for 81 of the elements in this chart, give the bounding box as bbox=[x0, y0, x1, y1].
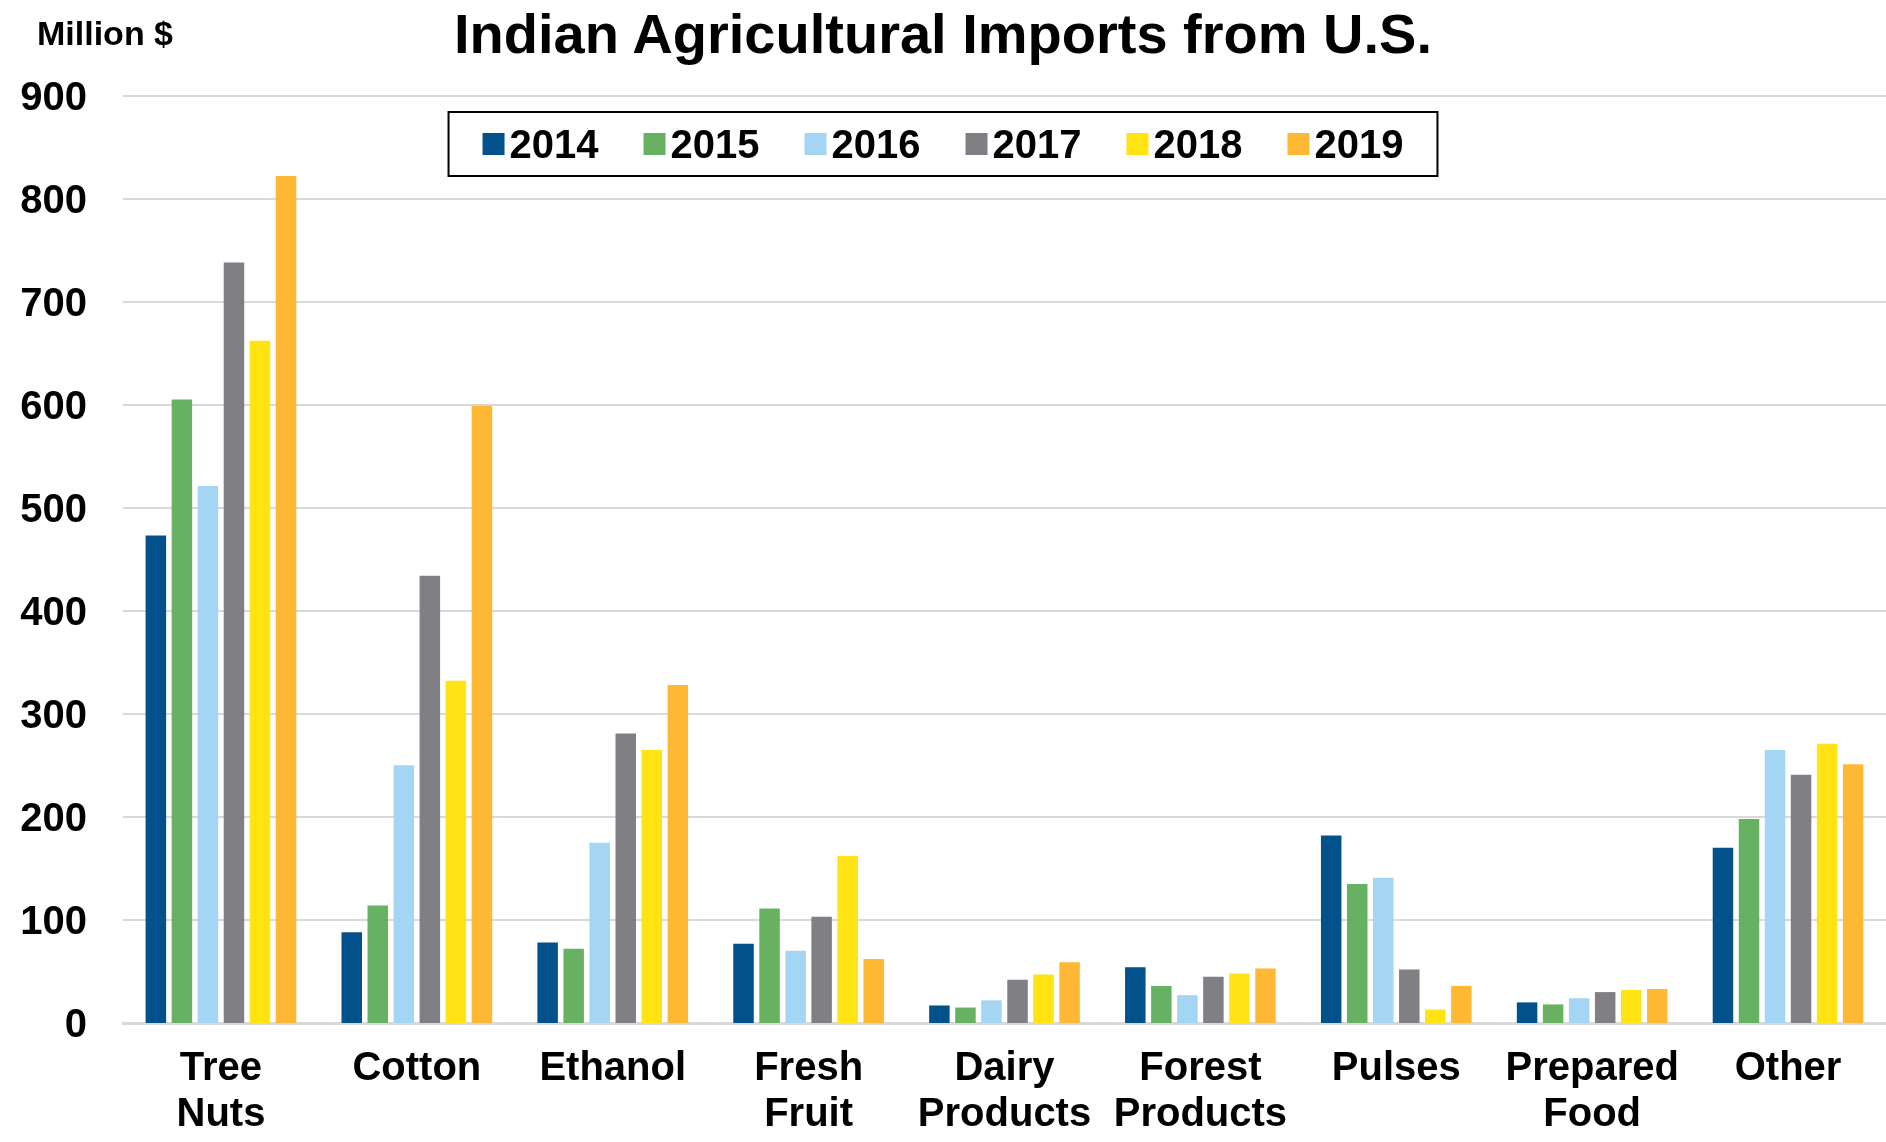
bar bbox=[1320, 835, 1342, 1023]
bar bbox=[1738, 818, 1760, 1023]
x-tick-label: Fresh Fruit bbox=[754, 1044, 864, 1134]
y-tick-label: 500 bbox=[20, 485, 87, 530]
bar bbox=[1125, 967, 1146, 1023]
bar bbox=[641, 749, 663, 1023]
bar bbox=[171, 399, 193, 1023]
y-tick-label: 700 bbox=[20, 279, 87, 324]
y-tick-label: 300 bbox=[20, 691, 87, 736]
bar bbox=[1712, 847, 1734, 1023]
bar bbox=[1764, 749, 1786, 1023]
bar bbox=[837, 856, 858, 1023]
bar bbox=[759, 908, 780, 1023]
bar bbox=[563, 948, 584, 1023]
x-tick-label: Cotton bbox=[352, 1044, 482, 1088]
bar bbox=[445, 680, 467, 1023]
y-tick-label: 400 bbox=[20, 588, 87, 633]
bar bbox=[785, 950, 806, 1023]
legend-label: 2015 bbox=[670, 122, 760, 166]
bar bbox=[145, 535, 167, 1023]
bar bbox=[1790, 774, 1812, 1023]
bar bbox=[1151, 985, 1172, 1023]
bar bbox=[393, 765, 415, 1023]
bar bbox=[1033, 974, 1054, 1023]
bar bbox=[863, 959, 884, 1023]
bar bbox=[1399, 969, 1420, 1023]
legend-label: 2018 bbox=[1153, 122, 1243, 166]
bar bbox=[367, 905, 389, 1023]
x-tick-label: Pulses bbox=[1331, 1044, 1461, 1088]
legend-label: 2019 bbox=[1314, 122, 1404, 166]
bar bbox=[667, 684, 689, 1023]
x-tick-label: Forest Products bbox=[1113, 1044, 1288, 1134]
bar bbox=[955, 1007, 976, 1023]
bar bbox=[981, 1000, 1002, 1023]
bar bbox=[1647, 988, 1668, 1023]
legend-label: 2016 bbox=[831, 122, 921, 166]
x-tick-label: Dairy Products bbox=[917, 1044, 1092, 1134]
x-tick-label: Other bbox=[1734, 1044, 1842, 1088]
bar bbox=[929, 1005, 950, 1023]
legend-label: 2014 bbox=[509, 122, 600, 166]
bar bbox=[1620, 990, 1642, 1023]
y-axis-title: Million $ bbox=[37, 13, 174, 52]
bar bbox=[1177, 995, 1198, 1023]
y-tick-label: 800 bbox=[20, 176, 87, 221]
bar bbox=[1516, 1002, 1538, 1023]
bar bbox=[223, 262, 245, 1023]
bar bbox=[733, 943, 754, 1023]
bar bbox=[1451, 985, 1472, 1023]
bar bbox=[1425, 1009, 1446, 1023]
bar bbox=[1255, 968, 1276, 1023]
chart-title: Indian Agricultural Imports from U.S. bbox=[453, 1, 1433, 65]
bar bbox=[615, 733, 636, 1023]
bar bbox=[1229, 973, 1250, 1023]
bar bbox=[1373, 877, 1394, 1023]
bar bbox=[1568, 998, 1590, 1023]
bar bbox=[249, 340, 271, 1023]
bar bbox=[1203, 976, 1224, 1023]
bar bbox=[537, 942, 558, 1023]
bar bbox=[1059, 962, 1080, 1023]
bar bbox=[811, 916, 832, 1023]
x-tick-label: Prepared Food bbox=[1505, 1044, 1679, 1134]
bar bbox=[589, 842, 610, 1023]
y-tick-label: 600 bbox=[20, 382, 87, 427]
bar bbox=[471, 405, 493, 1023]
bar bbox=[1542, 1004, 1564, 1023]
bar bbox=[1346, 883, 1368, 1023]
y-tick-label: 100 bbox=[20, 897, 87, 942]
bar bbox=[419, 575, 441, 1023]
x-tick-label: Ethanol bbox=[539, 1044, 687, 1088]
bar bbox=[1007, 979, 1028, 1023]
bar bbox=[1816, 743, 1838, 1023]
y-tick-label: 900 bbox=[20, 73, 87, 118]
x-tick-label: Tree Nuts bbox=[176, 1044, 266, 1134]
bar bbox=[1594, 992, 1616, 1023]
bar bbox=[1842, 764, 1864, 1023]
bar bbox=[341, 932, 362, 1023]
legend-label: 2017 bbox=[992, 122, 1082, 166]
bar bbox=[197, 486, 219, 1023]
y-tick-label: 200 bbox=[20, 794, 87, 839]
y-tick-label: 0 bbox=[64, 1001, 87, 1045]
bar bbox=[275, 175, 297, 1023]
